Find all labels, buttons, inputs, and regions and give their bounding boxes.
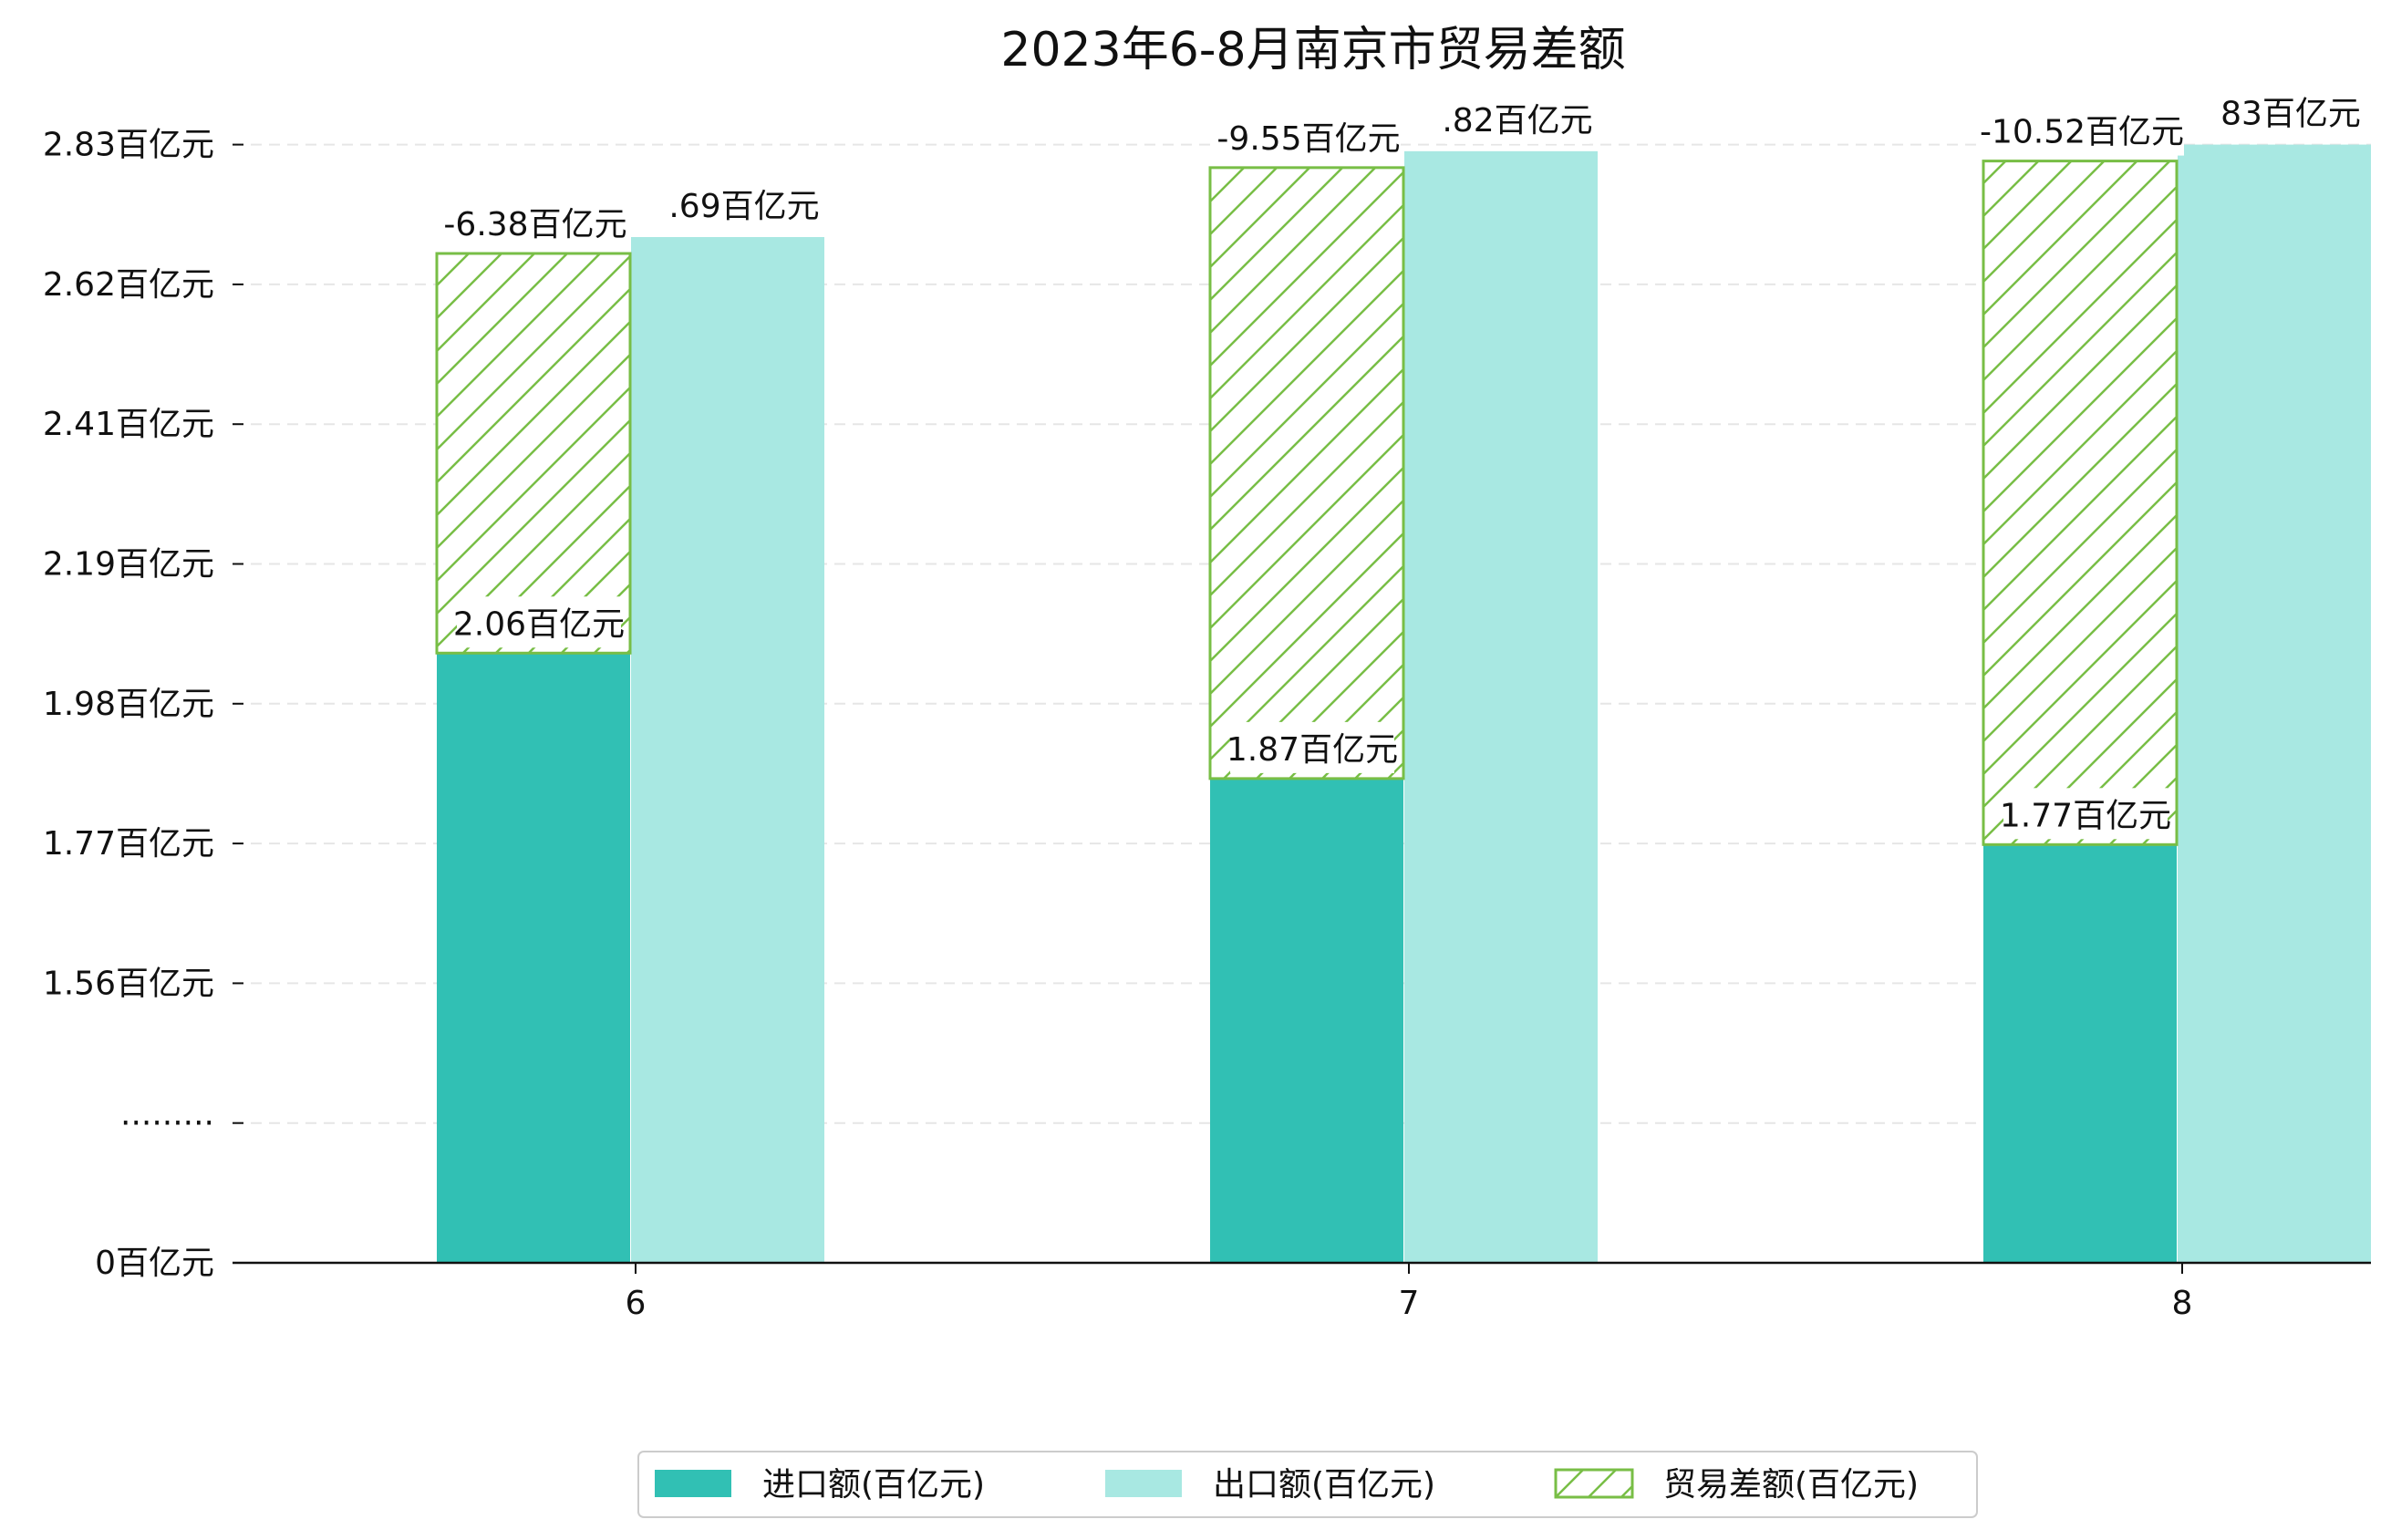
x-tick-label: 7 <box>1399 1285 1420 1322</box>
trade-balance-data-label-bg <box>1216 110 1401 162</box>
y-tick-label: 1.77百亿元 <box>43 825 214 863</box>
legend-item-export-label: 出口额(百亿元) <box>1213 1466 1435 1504</box>
legend: 进口额(百亿元) 出口额(百亿元) 贸易差额(百亿元) <box>637 1451 1978 1518</box>
export-data-label: 83百亿元 <box>2220 96 2361 133</box>
export-bar <box>1404 150 1598 1263</box>
export-bar <box>631 236 824 1264</box>
trade-balance-bar <box>1982 160 2179 846</box>
y-tick-label: 2.19百亿元 <box>43 546 214 584</box>
export-bar <box>2178 144 2371 1264</box>
import-data-label-bg <box>457 596 621 648</box>
data-labels: 2.06百亿元 -6.38百亿元 .69百亿元 1.87百亿元 -9.55百亿元 .82百… <box>443 86 2361 840</box>
legend-item-trade-balance-label: 贸易差额(百亿元) <box>1663 1466 1919 1504</box>
export-data-label-bg <box>2229 86 2353 138</box>
export-data-label: .82百亿元 <box>1442 102 1592 140</box>
trade-balance-bar <box>1208 166 1405 780</box>
import-bar <box>1983 844 2177 1263</box>
legend-item-import-swatch <box>655 1470 731 1497</box>
legend-box <box>637 1451 1978 1518</box>
axes: 0百亿元 ········· 1.56百亿元 1.77百亿元 1.98百亿元 2.19百亿… <box>43 127 2371 1322</box>
y-tick-label: ········· <box>120 1105 214 1142</box>
import-data-label-bg <box>1230 721 1394 773</box>
trade-balance-bar <box>435 252 632 655</box>
legend-item-export-swatch <box>1105 1470 1182 1497</box>
import-data-label-bg <box>2003 788 2168 840</box>
legend-item-trade-balance-swatch <box>1554 1468 1634 1499</box>
import-bar <box>437 653 630 1263</box>
trade-balance-data-label: -9.55百亿元 <box>1216 120 1400 158</box>
chart-title: 2023年6-8月南京市贸易差额 <box>1000 23 1625 78</box>
export-data-label: .69百亿元 <box>668 188 819 225</box>
y-tick-label: 2.41百亿元 <box>43 406 214 443</box>
import-data-label: 2.06百亿元 <box>453 605 625 643</box>
bars <box>435 144 2371 1264</box>
trade-balance-data-label-bg <box>443 196 627 248</box>
y-tick-label: 0百亿元 <box>95 1245 214 1282</box>
import-data-label: 1.77百亿元 <box>2000 797 2171 834</box>
export-data-label-bg <box>672 178 816 230</box>
export-data-label-bg <box>1445 92 1589 144</box>
y-tick-label: 2.83百亿元 <box>43 127 214 164</box>
trade-balance-data-label: -6.38百亿元 <box>443 206 626 243</box>
x-tick-label: 8 <box>2172 1285 2193 1322</box>
import-bar <box>1210 778 1403 1263</box>
trade-balance-data-label-bg <box>1980 104 2184 156</box>
import-data-label: 1.87百亿元 <box>1227 731 1398 769</box>
trade-balance-data-label: -10.52百亿元 <box>1980 114 2184 151</box>
y-tick-label: 1.98百亿元 <box>43 686 214 723</box>
y-tick-label: 1.56百亿元 <box>43 965 214 1002</box>
y-tick-label: 2.62百亿元 <box>43 266 214 304</box>
legend-item-import-label: 进口额(百亿元) <box>762 1466 985 1504</box>
x-tick-label: 6 <box>626 1285 647 1322</box>
